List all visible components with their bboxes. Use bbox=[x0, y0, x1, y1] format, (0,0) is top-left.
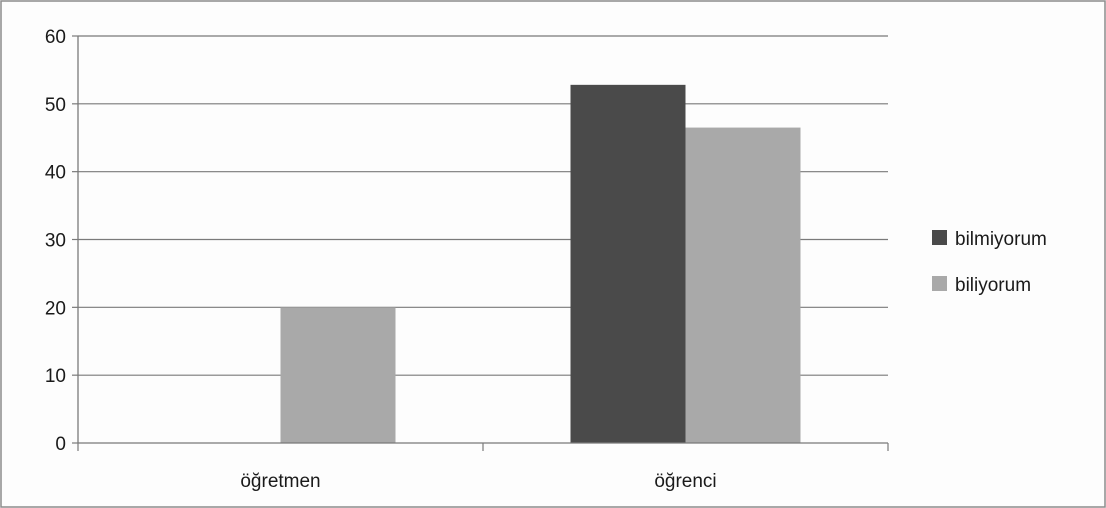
x-tick-label: öğrenci bbox=[654, 471, 716, 492]
axes bbox=[77, 36, 889, 451]
legend-label-bilmiyorum: bilmiyorum bbox=[955, 229, 1047, 250]
y-tick-label: 40 bbox=[45, 163, 66, 184]
y-tick-label: 10 bbox=[45, 366, 66, 387]
bars bbox=[280, 84, 801, 443]
legend: bilmiyorum biliyorum bbox=[932, 229, 1047, 296]
x-axis-labels: öğretmen öğrenci bbox=[240, 471, 716, 492]
x-tick-label: öğretmen bbox=[240, 471, 320, 492]
y-axis-ticks: 0 10 20 30 40 50 60 bbox=[45, 27, 78, 455]
y-tick-label: 30 bbox=[45, 231, 66, 252]
bar-biliyorum-0 bbox=[280, 307, 396, 443]
legend-label-biliyorum: biliyorum bbox=[955, 275, 1031, 296]
y-tick-label: 60 bbox=[45, 27, 66, 48]
y-tick-label: 50 bbox=[45, 95, 66, 116]
legend-swatch-bilmiyorum bbox=[932, 230, 947, 245]
bar-bilmiyorum-1 bbox=[570, 84, 686, 443]
y-tick-label: 20 bbox=[45, 298, 66, 319]
bar-biliyorum-1 bbox=[685, 127, 801, 443]
legend-swatch-biliyorum bbox=[932, 276, 947, 291]
y-tick-label: 0 bbox=[55, 434, 66, 455]
